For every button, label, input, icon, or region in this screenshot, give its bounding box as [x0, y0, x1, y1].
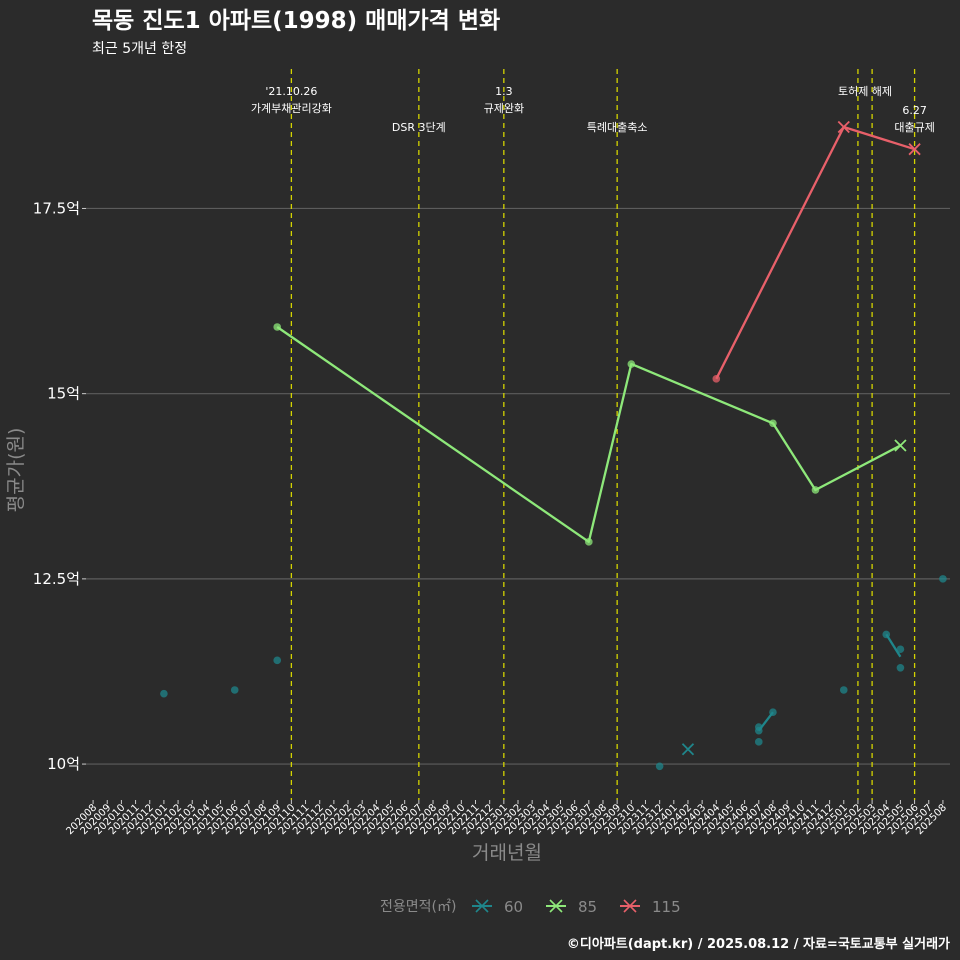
x-axis: 2020082020092020102020112020122021012021…: [64, 800, 949, 837]
series-60-point-1: [230, 686, 239, 694]
series-85-line-0: [276, 326, 901, 543]
series-60-point-2: [273, 656, 282, 665]
event-label-6-0: 6.27: [902, 104, 927, 117]
legend-label-60: 60: [504, 898, 523, 916]
series-115-point-0: [712, 375, 721, 383]
series-85-point-1: [585, 538, 593, 546]
series-85-point-5: [894, 439, 907, 452]
event-label-0-0: '21.10.26: [265, 85, 317, 98]
series-115: [712, 120, 921, 383]
y-tick-label-1: 12.5억: [33, 570, 80, 588]
y-tick-label-3: 17.5억: [33, 199, 80, 217]
legend-key-x-115: [623, 899, 637, 913]
series-60-point-12: [896, 663, 905, 672]
series-60-point-5: [754, 738, 763, 746]
series-60: [160, 575, 947, 771]
y-tick-label-0: 10억: [47, 755, 80, 773]
legend-label-115: 115: [652, 898, 681, 916]
gridlines: [86, 207, 950, 765]
series-85-point-2: [627, 360, 636, 368]
chart-subtitle: 최근 5개년 한정: [92, 41, 187, 57]
series-60-point-11: [896, 645, 905, 654]
series-60-point-7: [754, 723, 763, 731]
x-axis-title: 거래년월: [472, 842, 542, 864]
event-label-2-1: 규제완화: [484, 102, 524, 115]
legend: 전용면적(㎡) 60 85 115: [380, 898, 681, 916]
legend-title: 전용면적(㎡): [380, 899, 456, 915]
y-axis-title: 평균가(원): [5, 428, 27, 513]
y-axis: 10억 12.5억 15억 17.5억: [33, 199, 86, 773]
caption: ©디아파트(dapt.kr) / 2025.08.12 / 자료=국토교통부 실…: [567, 936, 950, 952]
series-60-point-0: [160, 689, 168, 698]
series-60-point-3: [655, 762, 664, 771]
series-60-point-13: [939, 575, 947, 583]
series-85: [273, 323, 907, 546]
event-label-0-1: 가계부채관리강화: [251, 102, 332, 115]
event-label-4-0: 토허제 해제: [838, 84, 892, 98]
series-60-point-9: [839, 686, 848, 694]
series-60-point-4: [681, 743, 695, 756]
event-label-1-0: DSR 3단계: [392, 121, 446, 134]
series-60-point-8: [769, 708, 777, 717]
chart-title: 목동 진도1 아파트(1998) 매매가격 변화: [92, 8, 500, 34]
event-label-6-1: 대출규제: [894, 121, 934, 134]
series-layer: [160, 120, 947, 771]
series-115-point-2: [908, 143, 921, 156]
series-60-line-1: [885, 633, 902, 658]
y-tick-label-2: 15억: [47, 385, 80, 403]
series-85-point-3: [769, 419, 777, 428]
legend-key-x-85: [549, 899, 563, 913]
series-85-point-4: [811, 486, 820, 494]
event-label-2-0: 1.3: [495, 85, 513, 98]
series-85-point-0: [273, 323, 282, 331]
series-60-point-10: [882, 630, 891, 639]
legend-key-x-60: [475, 899, 489, 913]
event-label-3-0: 특례대출축소: [587, 121, 648, 134]
series-115-point-1: [837, 120, 850, 134]
legend-label-85: 85: [578, 898, 597, 916]
